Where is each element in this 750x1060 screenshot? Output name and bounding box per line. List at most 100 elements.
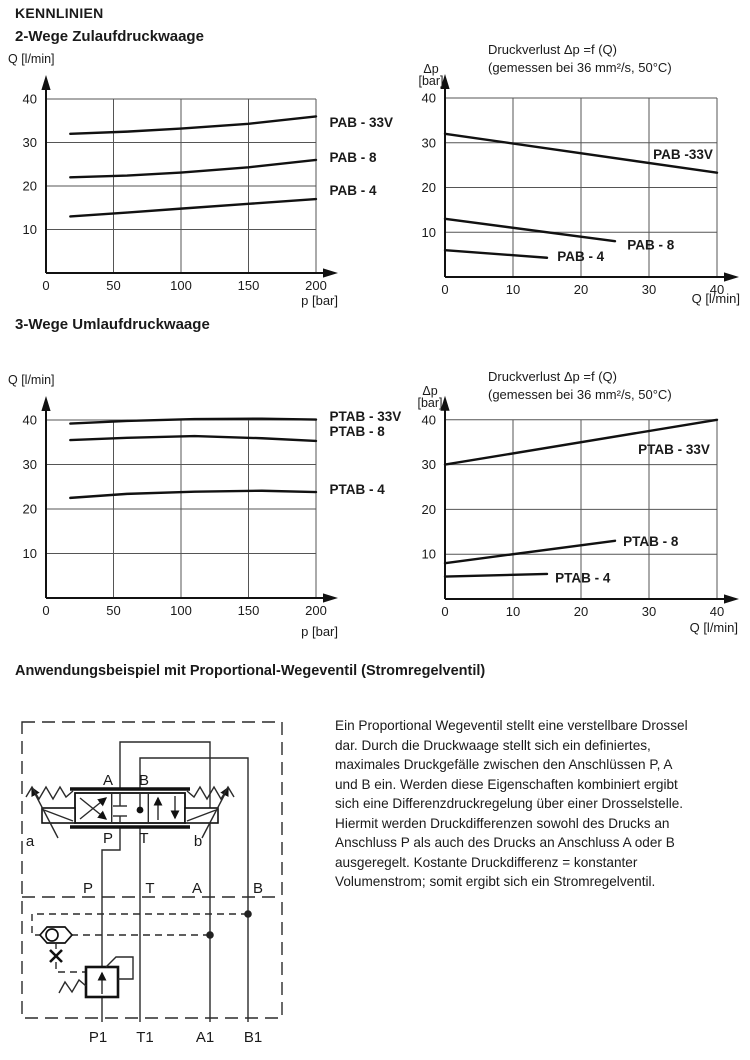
x-tick-label: 0 [42,603,49,618]
line-b-to-b1 [139,757,249,1022]
x-tick-label: 200 [305,278,327,293]
page-title: KENNLINIEN [15,5,104,21]
series-label: PTAB - 4 [555,570,611,585]
junction-dot-b [244,910,252,918]
y-tick-label: 30 [422,457,436,472]
x-tick-label: 0 [42,278,49,293]
x-tick-label: 100 [170,603,192,618]
y-tick-label: 10 [422,547,436,562]
compensator-spring [58,978,87,994]
y-tick-label: 10 [23,546,37,561]
chart-3wege-druckverlust: 10 20 30 40 0 10 20 30 40 Δp[bar] Q [l/min] Druckve… [417,369,739,635]
series-label: PAB - 8 [330,150,377,165]
series-label: PTAB - 4 [330,482,386,497]
series-label: PAB -33V [653,147,713,162]
valve-cross-arrow [79,797,108,820]
port-p1-label: P1 [89,1029,107,1046]
series-line [69,417,318,425]
mid-a-label: A [192,880,202,897]
valve-port-t-label: T [139,830,148,847]
x-axis-label: p [bar] [301,624,338,639]
series-label: PTAB - 33V [638,442,710,457]
series-label: PAB - 4 [330,183,377,198]
pilot-to-compensator [55,962,86,973]
pilot-line-b [31,913,248,936]
x-axis-arrow [724,594,739,604]
x-axis-label: p [bar] [301,293,338,308]
x-axis-label: Q [l/min] [692,291,740,306]
x-tick-label: 30 [642,282,656,297]
series-label: PTAB - 8 [623,534,679,549]
y-axis-arrow [440,395,450,411]
series-line [69,434,318,443]
y-axis-label: [bar] [417,396,442,410]
shuttle-ball [45,928,59,942]
y-tick-label: 10 [422,225,436,240]
x-tick-label: 0 [441,604,448,619]
pilot-tap-dot [136,806,144,814]
series-line [69,489,318,500]
y-axis-label: Δp [422,384,437,398]
series-label: PAB - 33V [330,115,394,130]
application-description: Ein Proportional Wegeventil stellt eine … [335,718,688,889]
spring-a [25,785,74,801]
x-tick-label: 50 [106,278,120,293]
section-heading-2wege: 2-Wege Zulaufdruckwaage [15,28,204,45]
chart-title-line: (gemessen bei 36 mm²/s, 50°C) [488,60,672,75]
x-tick-label: 50 [106,603,120,618]
valve-port-b-label: B [139,772,149,789]
line-a-to-a1 [119,741,211,1022]
y-tick-label: 30 [422,135,436,150]
solenoid-a-label: a [26,833,35,850]
junction-dot-a [206,931,214,939]
x-tick-label: 10 [506,604,520,619]
x-tick-label: 0 [441,282,448,297]
y-tick-label: 20 [422,502,436,517]
x-tick-label: 100 [170,278,192,293]
y-tick-label: 30 [23,457,37,472]
y-tick-label: 40 [422,412,436,427]
x-tick-label: 150 [238,278,260,293]
y-tick-label: 20 [23,502,37,517]
chart-3wege-flow: 10 20 30 40 0 50 100 150 200 Q [l/min] p [bar] PTAB… [8,373,402,639]
valve-port-p-label: P [103,830,113,847]
y-axis-label: Q [l/min] [8,373,55,387]
y-axis-label: Q [l/min] [8,52,55,66]
y-axis-arrow [440,74,450,89]
series-label: PTAB - 33V [330,409,402,424]
series-line [69,158,318,179]
x-axis-arrow [724,272,739,282]
mid-t-label: T [145,880,154,897]
solenoid-b-diagonal [186,809,217,822]
x-axis-label: Q [l/min] [690,620,738,635]
chart-2wege-druckverlust: 10 20 30 40 0 10 20 30 40 Δp[bar] Q [l/min] Druckve… [418,42,740,306]
y-axis-arrow [41,75,51,90]
series-line [69,197,318,218]
y-axis-arrow [41,396,51,411]
proportional-arrow-b [201,786,229,839]
y-tick-label: 20 [422,180,436,195]
section-heading-3wege: 3-Wege Umlaufdruckwaage [15,316,210,333]
x-tick-label: 40 [710,604,724,619]
x-tick-label: 20 [574,604,588,619]
y-tick-label: 40 [422,91,436,106]
solenoid-a-diagonal [43,809,74,822]
valve-port-a-label: A [103,772,113,789]
y-tick-label: 40 [23,413,37,428]
chart-title-line: Druckverlust Δp =f (Q) [488,42,617,57]
series-line [443,132,719,174]
y-tick-label: 10 [23,222,37,237]
section-heading-anwendung: Anwendungsbeispiel mit Proportional-Wege… [15,663,486,679]
spring-b [186,785,235,801]
mid-b-label: B [253,880,263,897]
x-tick-label: 20 [574,282,588,297]
mid-p-label: P [83,880,93,897]
series-line [69,115,318,136]
compensator-pilot-hook [105,956,134,980]
hydraulic-circuit-diagram: A B P T a b P T A B P1 T1 A1 B1 [21,721,283,1046]
port-b1-label: B1 [244,1029,262,1046]
y-tick-label: 30 [23,135,37,150]
line-p-to-p1 [101,827,121,1022]
port-t1-label: T1 [136,1029,154,1046]
